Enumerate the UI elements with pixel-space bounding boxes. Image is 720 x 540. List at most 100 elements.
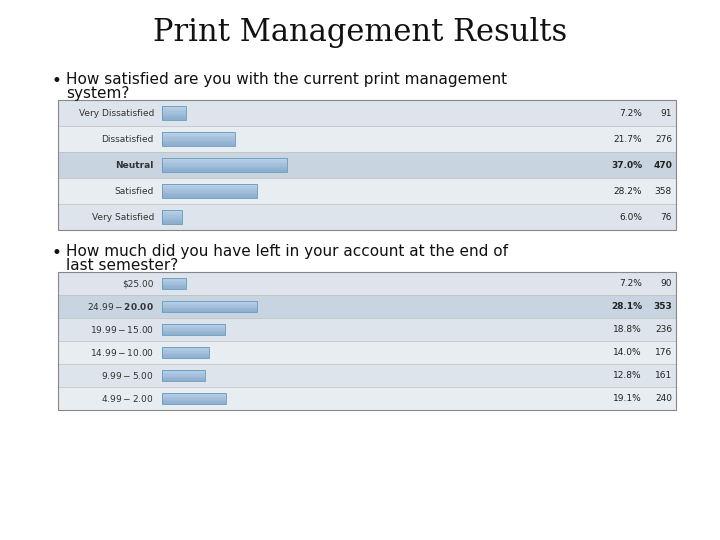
Bar xyxy=(162,375,205,377)
Bar xyxy=(162,139,235,141)
Bar xyxy=(162,288,186,289)
Text: •: • xyxy=(52,244,62,262)
Bar xyxy=(162,144,235,146)
Bar xyxy=(162,222,182,224)
Text: 12.8%: 12.8% xyxy=(613,371,642,380)
Bar xyxy=(162,111,186,113)
Text: 19.1%: 19.1% xyxy=(613,394,642,403)
Bar xyxy=(162,158,287,160)
Bar xyxy=(58,295,676,318)
Bar xyxy=(162,369,205,381)
Bar xyxy=(162,190,257,191)
Bar xyxy=(162,354,210,355)
Bar xyxy=(162,347,210,348)
Bar xyxy=(162,167,287,168)
Bar xyxy=(162,143,235,144)
Bar xyxy=(162,117,186,118)
Text: $25.00: $25.00 xyxy=(122,279,154,288)
Bar xyxy=(162,373,205,374)
Bar xyxy=(162,279,186,280)
Bar xyxy=(162,284,186,285)
Bar xyxy=(58,387,676,410)
Bar xyxy=(162,215,182,217)
Bar xyxy=(162,280,186,282)
Bar xyxy=(162,212,182,214)
Bar xyxy=(162,210,182,212)
Bar xyxy=(162,196,257,198)
Text: 21.7%: 21.7% xyxy=(613,134,642,144)
Text: $24.99-$20.00: $24.99-$20.00 xyxy=(87,301,154,312)
Text: Satisfied: Satisfied xyxy=(114,186,154,195)
Bar xyxy=(162,301,257,313)
Bar xyxy=(162,301,257,302)
Text: •: • xyxy=(52,72,62,90)
Bar xyxy=(162,399,227,400)
Bar xyxy=(162,219,182,220)
Text: $4.99-$2.00: $4.99-$2.00 xyxy=(102,393,154,404)
Text: Very Dissatisfied: Very Dissatisfied xyxy=(78,109,154,118)
Bar xyxy=(162,106,186,108)
Bar xyxy=(162,158,287,172)
Bar xyxy=(162,328,225,329)
Bar xyxy=(58,341,676,364)
Text: 161: 161 xyxy=(654,371,672,380)
Text: $14.99-$10.00: $14.99-$10.00 xyxy=(90,347,154,358)
Bar xyxy=(162,137,235,139)
Bar xyxy=(162,379,205,380)
Text: 276: 276 xyxy=(655,134,672,144)
Bar xyxy=(162,163,287,165)
Bar xyxy=(162,329,225,331)
Bar xyxy=(162,285,186,287)
Bar xyxy=(162,348,210,349)
Bar xyxy=(162,210,182,224)
Text: $9.99-$5.00: $9.99-$5.00 xyxy=(102,370,154,381)
Bar xyxy=(162,355,210,357)
Bar xyxy=(162,380,205,381)
Bar xyxy=(162,161,287,163)
Text: Dissatisfied: Dissatisfied xyxy=(102,134,154,144)
Text: How satisfied are you with the current print management: How satisfied are you with the current p… xyxy=(66,72,507,87)
Bar xyxy=(162,106,186,120)
Text: 18.8%: 18.8% xyxy=(613,325,642,334)
Bar xyxy=(162,302,257,303)
Bar xyxy=(162,170,287,172)
Bar xyxy=(162,282,186,284)
Text: 236: 236 xyxy=(655,325,672,334)
Text: Print Management Results: Print Management Results xyxy=(153,17,567,49)
Text: 7.2%: 7.2% xyxy=(619,109,642,118)
Bar xyxy=(162,395,227,397)
Bar xyxy=(162,325,225,327)
Bar xyxy=(162,278,186,289)
Bar xyxy=(162,351,210,353)
Text: 6.0%: 6.0% xyxy=(619,213,642,221)
Bar xyxy=(162,108,186,110)
Bar xyxy=(162,331,225,333)
Text: How much did you have left in your account at the end of: How much did you have left in your accou… xyxy=(66,244,508,259)
Text: 37.0%: 37.0% xyxy=(611,160,642,170)
Bar xyxy=(162,333,225,334)
Bar xyxy=(162,134,235,136)
Bar xyxy=(162,307,257,308)
Bar xyxy=(162,349,210,351)
Text: system?: system? xyxy=(66,86,130,101)
Bar xyxy=(162,309,257,311)
Bar xyxy=(162,303,257,305)
Bar xyxy=(162,110,186,111)
Text: 28.2%: 28.2% xyxy=(613,186,642,195)
Bar xyxy=(58,272,676,410)
Bar xyxy=(162,353,210,354)
Bar xyxy=(162,334,225,335)
Bar xyxy=(162,327,225,328)
Bar xyxy=(162,371,205,373)
Bar xyxy=(58,204,676,230)
Bar xyxy=(58,364,676,387)
Bar xyxy=(162,402,227,403)
Bar xyxy=(162,136,235,137)
Bar xyxy=(162,311,257,313)
Text: 90: 90 xyxy=(660,279,672,288)
Bar xyxy=(162,308,257,309)
Text: 358: 358 xyxy=(654,186,672,195)
Text: 240: 240 xyxy=(655,394,672,403)
Bar xyxy=(162,184,257,186)
Text: 28.1%: 28.1% xyxy=(611,302,642,311)
